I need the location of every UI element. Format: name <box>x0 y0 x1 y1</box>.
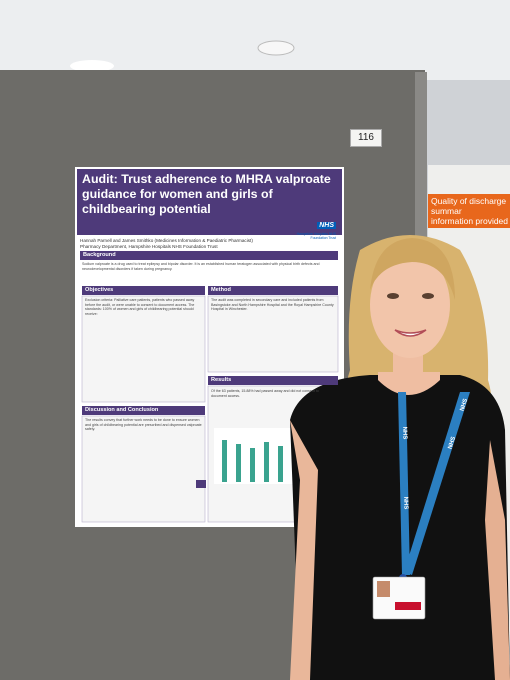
section-heading: Objectives <box>82 286 205 295</box>
section-text: The audit was completed in secondary car… <box>211 298 334 312</box>
section-text: Exclusion criteria: Palliative care pati… <box>85 298 195 316</box>
neighbour-poster-title: Quality of discharge summar information … <box>428 194 510 228</box>
nhs-mark: NHS <box>317 222 336 229</box>
section-heading: Background <box>80 251 338 260</box>
nhs-org: Hampshire Hospitals NHS Foundation Trust <box>296 232 336 240</box>
poster-authors: Hannah Parnell and James Smithko (Medici… <box>80 238 253 243</box>
poster-affiliation: Pharmacy Department, Hampshire Hospitals… <box>80 244 218 249</box>
title-line: information provided <box>431 216 509 226</box>
poster-title: Audit: Trust adherence to MHRA valproate… <box>82 172 331 216</box>
lanyard-text: NHS <box>402 496 409 510</box>
section-heading: Discussion and Conclusion <box>82 406 205 415</box>
board-number: 116 <box>350 129 382 147</box>
title-line: Quality of discharge summar <box>431 196 507 216</box>
section-text: The results convey that further work nee… <box>85 418 202 432</box>
section-heading: Results <box>208 376 338 385</box>
section-heading: Method <box>208 286 338 295</box>
nhs-logo: NHS Hampshire Hospitals NHS Foundation T… <box>290 214 336 240</box>
section-text: Sodium valproate is a drug used to treat… <box>82 262 320 271</box>
section-text: Of the 63 patients, 15.88% had passed aw… <box>211 389 319 398</box>
lanyard-text: NHS <box>401 426 408 440</box>
